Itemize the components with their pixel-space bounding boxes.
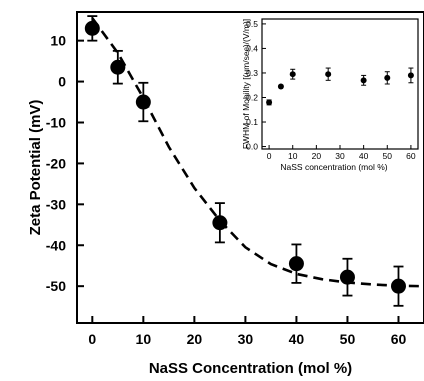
inset-x-tick-label: 40 [359, 151, 369, 161]
inset-data-point [384, 74, 391, 81]
inset-x-tick-label: 10 [288, 151, 298, 161]
inset-x-tick-label: 0 [267, 151, 272, 161]
x-tick-label: 0 [88, 331, 96, 347]
inset-x-tick-label: 60 [406, 151, 416, 161]
inset-x-tick-label: 20 [312, 151, 322, 161]
inset-data-point [360, 77, 367, 84]
inset-data-point [325, 71, 332, 78]
inset-y-axis-label: FWHM of Mobility [(um/sec)/(V/m)] [241, 19, 251, 149]
x-tick-label: 30 [238, 331, 254, 347]
inset-x-tick-label: 30 [335, 151, 345, 161]
inset-y-tick-label: 0.3 [246, 68, 258, 78]
inset-data-point [407, 72, 414, 79]
x-axis-label: NaSS Concentration (mol %) [149, 360, 352, 377]
x-tick-label: 40 [289, 331, 305, 347]
data-point [288, 256, 304, 272]
x-tick-label: 60 [391, 331, 407, 347]
x-tick-label: 10 [136, 331, 152, 347]
data-point [390, 278, 406, 294]
inset-data-point [266, 99, 273, 106]
y-tick-label: -20 [46, 155, 66, 171]
inset-data-point [277, 83, 284, 90]
y-axis-label: Zeta Potential (mV) [27, 100, 44, 236]
y-tick-label: -40 [46, 237, 66, 253]
inset-y-tick-label: 0.5 [246, 19, 258, 29]
x-tick-label: 50 [340, 331, 356, 347]
inset-data-point [289, 71, 296, 78]
y-tick-label: -10 [46, 114, 66, 130]
inset-y-tick-label: 0.0 [246, 142, 258, 152]
data-point [135, 94, 151, 110]
inset-y-tick-label: 0.1 [246, 117, 258, 127]
inset-y-tick-label: 0.2 [246, 92, 258, 102]
inset-x-tick-label: 50 [383, 151, 393, 161]
data-point [339, 269, 355, 285]
y-tick-label: -30 [46, 196, 66, 212]
y-tick-label: 0 [58, 74, 66, 90]
data-point [110, 59, 126, 75]
x-tick-label: 20 [187, 331, 203, 347]
y-tick-label: 10 [50, 33, 66, 49]
inset-plot-frame [261, 18, 419, 150]
data-point [84, 20, 100, 36]
data-point [212, 215, 228, 231]
y-tick-label: -50 [46, 278, 66, 294]
inset-x-axis-label: NaSS concentration (mol %) [280, 162, 387, 172]
inset-plot: 0 10 20 30 40 50 60 0.0 0.1 0.2 0.3 0.4 0.5 NaSS conc… [241, 18, 419, 172]
inset-y-tick-label: 0.4 [246, 43, 258, 53]
